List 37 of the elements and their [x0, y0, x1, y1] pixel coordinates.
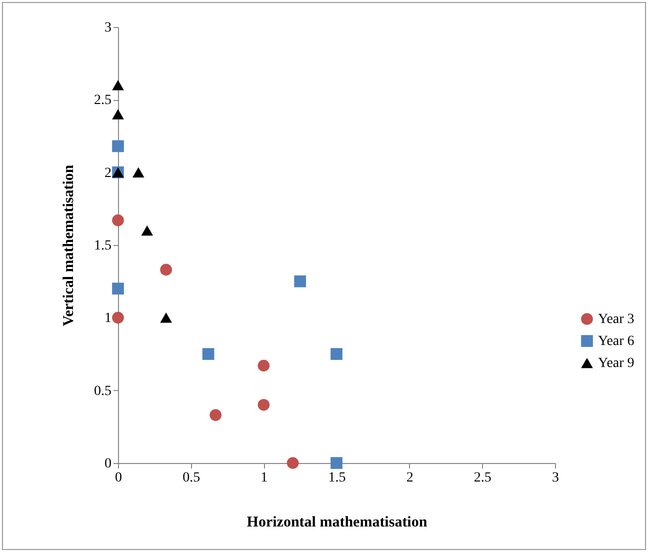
y-tick-label: 3: [104, 20, 112, 36]
x-tick-label: 0: [115, 470, 122, 486]
legend-label: Year 3: [598, 312, 634, 327]
point: [112, 214, 124, 226]
point: [132, 167, 144, 178]
x-tick-label: 3: [552, 470, 559, 486]
x-tick-label: 2: [406, 470, 414, 486]
y-axis-title: Vertical mathematisation: [61, 164, 77, 326]
point: [141, 225, 154, 236]
point: [160, 312, 172, 323]
y-tick-label: 1.5: [94, 238, 112, 254]
x-tick-label: 1: [260, 470, 268, 486]
point: [330, 457, 342, 469]
point: [112, 80, 124, 90]
x-tick-label: 2.5: [474, 470, 492, 486]
y-tick-label: 2.5: [94, 93, 112, 108]
point: [160, 264, 172, 276]
point: [258, 398, 270, 411]
y-tick-label: 1: [104, 311, 112, 326]
point: [112, 282, 124, 295]
x-axis-title: Horizontal mathematisation: [246, 514, 428, 530]
point: [286, 457, 299, 469]
point: [330, 348, 342, 360]
y-tick-label: 0.5: [94, 384, 112, 399]
legend-label: Year 6: [598, 334, 634, 349]
y-tick-label: 0: [104, 456, 112, 472]
point: [202, 348, 214, 360]
point: [210, 409, 222, 421]
legend-label: Year 9: [598, 356, 634, 371]
x-tick-label: 0.5: [182, 470, 200, 486]
x-tick-label: 1.5: [328, 470, 346, 486]
point: [112, 140, 124, 152]
point: [294, 275, 306, 288]
y-tick-label: 2: [104, 166, 112, 181]
point: [112, 312, 124, 324]
point: [112, 109, 124, 120]
point: [258, 360, 270, 372]
